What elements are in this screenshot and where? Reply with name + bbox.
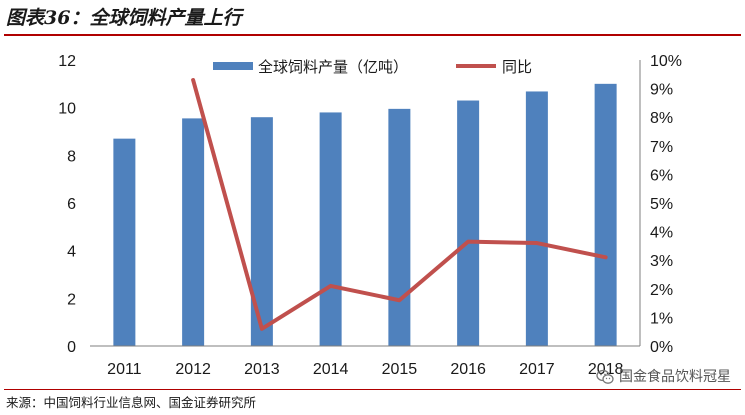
bar-2012 <box>182 118 205 347</box>
right-tick-label: 9% <box>650 82 673 99</box>
left-tick-label: 0 <box>67 339 76 356</box>
bar-2011 <box>113 138 136 346</box>
right-tick-label: 6% <box>650 167 673 184</box>
right-tick-label: 2% <box>650 282 673 299</box>
legend-bar-swatch <box>213 62 253 70</box>
x-tick-label: 2013 <box>244 361 280 378</box>
right-tick-label: 7% <box>650 139 673 156</box>
figure-title: 图表36：全球饲料产量上行 <box>6 7 242 29</box>
right-tick-label: 0% <box>650 339 673 356</box>
bar-2015 <box>388 108 411 346</box>
bar-series <box>113 83 617 347</box>
right-tick-label: 5% <box>650 196 673 213</box>
line-series <box>191 78 608 331</box>
right-tick-label: 8% <box>650 110 673 127</box>
title-rule <box>4 34 741 36</box>
wechat-icon <box>596 369 614 384</box>
x-tick-label: 2017 <box>519 361 555 378</box>
source-note: 来源：中国饲料行业信息网、国金证券研究所 <box>6 395 257 410</box>
watermark: 国金食品饮料冠星 <box>596 365 731 389</box>
legend-line-label: 同比 <box>502 58 532 76</box>
x-tick-label: 2011 <box>107 361 142 378</box>
legend: 全球饲料产量（亿吨） 同比 <box>213 58 532 76</box>
bar-2017 <box>525 91 548 347</box>
source-rule <box>4 389 741 390</box>
bar-2013 <box>250 117 273 346</box>
left-tick-label: 6 <box>67 196 76 213</box>
right-axis: 0% 1% 2% 3% 4% 5% 6% 7% 8% 9% 10% <box>639 53 682 356</box>
left-tick-label: 4 <box>67 244 76 261</box>
x-tick-label: 2015 <box>382 361 418 378</box>
x-tick-label: 2012 <box>175 361 211 378</box>
x-tick-label: 2016 <box>450 361 486 378</box>
right-tick-label: 1% <box>650 310 673 327</box>
bar-2016 <box>457 100 480 347</box>
legend-bar-label: 全球饲料产量（亿吨） <box>258 58 408 76</box>
bar-2014 <box>319 112 342 346</box>
left-tick-label: 8 <box>67 148 76 165</box>
x-tick-label: 2014 <box>313 361 349 378</box>
right-tick-label: 4% <box>650 225 673 242</box>
x-axis: 2011 2012 2013 2014 2015 2016 2017 2018 <box>90 345 640 378</box>
left-tick-label: 12 <box>58 53 76 70</box>
left-tick-label: 10 <box>58 101 76 118</box>
right-tick-label: 10% <box>650 53 682 70</box>
left-tick-label: 2 <box>67 291 76 308</box>
right-tick-label: 3% <box>650 253 673 270</box>
bar-2018 <box>594 83 617 346</box>
watermark-text: 国金食品饮料冠星 <box>619 369 731 385</box>
left-axis: 0 2 4 6 8 10 12 <box>58 53 76 356</box>
